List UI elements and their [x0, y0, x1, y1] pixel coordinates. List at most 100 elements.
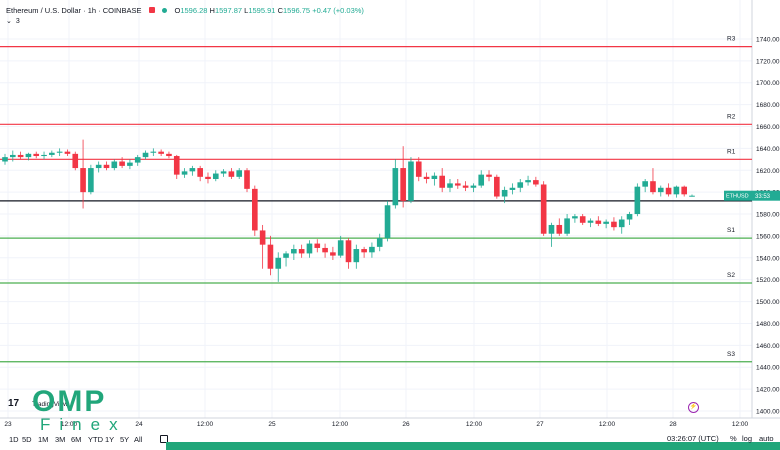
- candle-body: [127, 162, 133, 166]
- candle-body: [181, 171, 188, 175]
- candle-body: [439, 175, 445, 188]
- candle-body: [470, 185, 477, 188]
- candle-body: [103, 164, 110, 169]
- candle-body: [189, 168, 196, 172]
- symbol-title[interactable]: Ethereum / U.S. Dollar · 1h · COINBASE: [6, 5, 142, 15]
- candle-body: [353, 249, 360, 263]
- candle-body: [673, 186, 680, 195]
- candle-body: [618, 219, 625, 228]
- candle-body: [56, 151, 63, 153]
- candle-body: [681, 186, 688, 195]
- chevron-down-icon: ⌄: [6, 18, 12, 25]
- ohlc-high: 1597.87: [214, 5, 243, 15]
- candle-body: [337, 240, 344, 256]
- timeframe-1y[interactable]: 1Y: [105, 435, 115, 444]
- price-tick-label: 1440.00: [756, 365, 780, 372]
- candle-body: [119, 161, 125, 166]
- log-toggle[interactable]: log: [742, 434, 753, 443]
- time-tick-label: 23: [4, 421, 12, 428]
- timeframe-1m[interactable]: 1M: [38, 435, 49, 444]
- candle-body: [454, 183, 461, 186]
- candle-body: [259, 230, 266, 245]
- date-range-icon[interactable]: [160, 435, 168, 443]
- candle-body: [64, 151, 71, 154]
- candle-body: [322, 247, 328, 253]
- price-tag-countdown-box: [752, 190, 780, 201]
- candle-body: [25, 153, 32, 158]
- price-tick-label: 1400.00: [756, 409, 780, 416]
- price-tick-label: 1460.00: [756, 343, 780, 350]
- omp-finex-logo: OMP Finex: [32, 387, 127, 434]
- indicator-toggle[interactable]: ⌄ 3: [6, 16, 20, 26]
- market-closed-icon: [149, 7, 156, 13]
- candle-body: [501, 189, 508, 197]
- candle-body: [220, 171, 227, 174]
- candle-body: [361, 249, 367, 253]
- candle-body: [150, 151, 157, 153]
- candle-body: [579, 216, 586, 223]
- timeframe-ytd[interactable]: YTD: [88, 435, 103, 444]
- flash-icon[interactable]: ⚡: [688, 402, 699, 413]
- candle-body: [88, 168, 94, 193]
- candle-body: [2, 157, 8, 162]
- candle-body: [509, 187, 516, 190]
- time-tick-label: 27: [536, 421, 544, 428]
- timeframe-5y[interactable]: 5Y: [120, 435, 130, 444]
- symbol-header[interactable]: Ethereum / U.S. Dollar · 1h · COINBASE O…: [6, 4, 364, 16]
- candle-body: [345, 240, 352, 263]
- candle-body: [689, 195, 695, 197]
- candle-body: [306, 243, 313, 254]
- pivot-label-s2: S2: [727, 272, 735, 279]
- auto-toggle[interactable]: auto: [759, 434, 774, 443]
- candle-body: [314, 243, 321, 248]
- candle-body: [142, 152, 149, 158]
- candle-body: [533, 180, 539, 185]
- ohlc-low: 1595.91: [248, 5, 276, 15]
- candle-body: [252, 188, 258, 231]
- percent-toggle[interactable]: %: [730, 434, 737, 443]
- candle-body: [236, 170, 243, 177]
- pivot-label-r2: R2: [727, 113, 736, 120]
- candle-body: [111, 161, 118, 169]
- candle-body: [595, 220, 602, 224]
- time-tick-label: 12:00: [599, 421, 616, 428]
- price-tick-label: 1620.00: [756, 168, 780, 175]
- timeframe-5d[interactable]: 5D: [22, 435, 32, 444]
- ohlc-open: 1596.28: [180, 5, 208, 15]
- candle-body: [275, 257, 282, 269]
- timeframe-6m[interactable]: 6M: [71, 435, 82, 444]
- timeframe-3m[interactable]: 3M: [55, 435, 66, 444]
- candle-body: [197, 168, 203, 177]
- price-tick-label: 1700.00: [756, 80, 780, 87]
- candle-body: [626, 214, 633, 220]
- candle-body: [423, 176, 430, 180]
- timeframe-1d[interactable]: 1D: [9, 435, 19, 444]
- candle-body: [587, 220, 594, 223]
- time-tick-label: 25: [268, 421, 276, 428]
- time-tick-label: 12:00: [61, 421, 78, 428]
- logo-finex: Finex: [40, 415, 127, 434]
- time-tick-label: 12:00: [332, 421, 349, 428]
- candle-body: [228, 171, 235, 177]
- candle-body: [244, 170, 250, 189]
- candle-body: [447, 183, 453, 188]
- price-tick-label: 1480.00: [756, 321, 780, 328]
- price-tick-label: 1520.00: [756, 277, 780, 284]
- candle-body: [376, 238, 383, 247]
- candle-body: [49, 152, 55, 155]
- candle-body: [166, 153, 172, 157]
- pivot-label-r3: R3: [727, 36, 736, 43]
- candle-body: [330, 252, 336, 256]
- timeframe-all[interactable]: All: [134, 435, 143, 444]
- candle-body: [634, 186, 641, 215]
- utc-clock[interactable]: 03:26:07 (UTC): [667, 434, 719, 443]
- candle-body: [657, 187, 664, 193]
- candle-body: [650, 181, 656, 193]
- candle-body: [298, 249, 305, 254]
- candle-body: [400, 168, 406, 201]
- tradingview-logo-icon: 17: [8, 398, 20, 409]
- price-tick-label: 1580.00: [756, 212, 780, 219]
- candle-body: [205, 176, 211, 180]
